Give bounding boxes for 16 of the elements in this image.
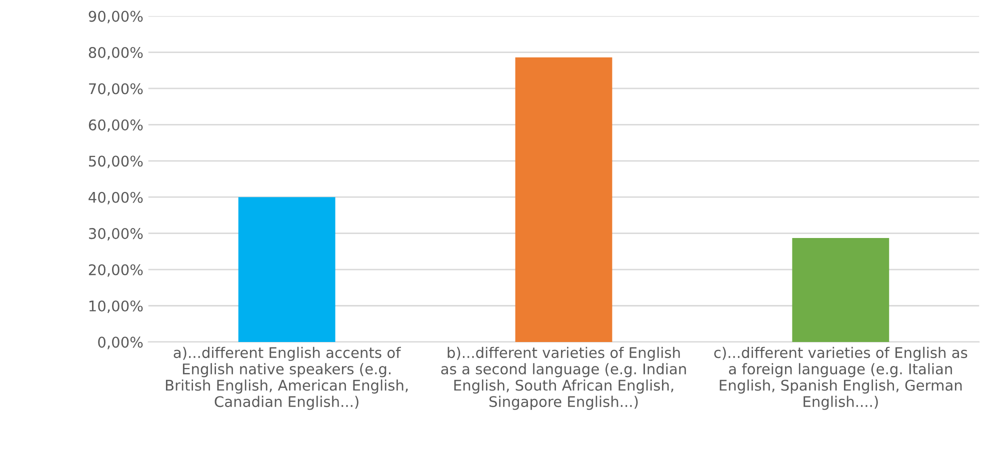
- y-tick-label: 60,00%: [88, 119, 143, 132]
- y-tick-label: 70,00%: [89, 83, 143, 96]
- y-tick-label: 90,00%: [88, 10, 143, 24]
- y-tick-label: 40,00%: [88, 192, 143, 204]
- y-tick-label: 0,00%: [98, 336, 143, 350]
- y-tick-label: 80,00%: [88, 46, 143, 60]
- bar: [238, 197, 336, 342]
- x-tick-label: b)...different varieties of English as a second language (e.g. Indian English, South African English, Singapore English...): [441, 346, 686, 410]
- y-tick-label: 20,00%: [88, 264, 143, 277]
- y-tick-label: 50,00%: [89, 156, 143, 168]
- bar: [792, 238, 890, 342]
- y-tick-label: 30,00%: [88, 228, 143, 241]
- bar: [515, 57, 612, 342]
- x-tick-label: c)...different varieties of English as a foreign language (e.g. Italian English, Spanish English, German English....): [714, 346, 968, 410]
- x-tick-label: a)...different English accents of English native speakers (e.g. British English, American English, Canadian English...): [166, 346, 408, 410]
- y-tick-label: 10,00%: [89, 300, 143, 313]
